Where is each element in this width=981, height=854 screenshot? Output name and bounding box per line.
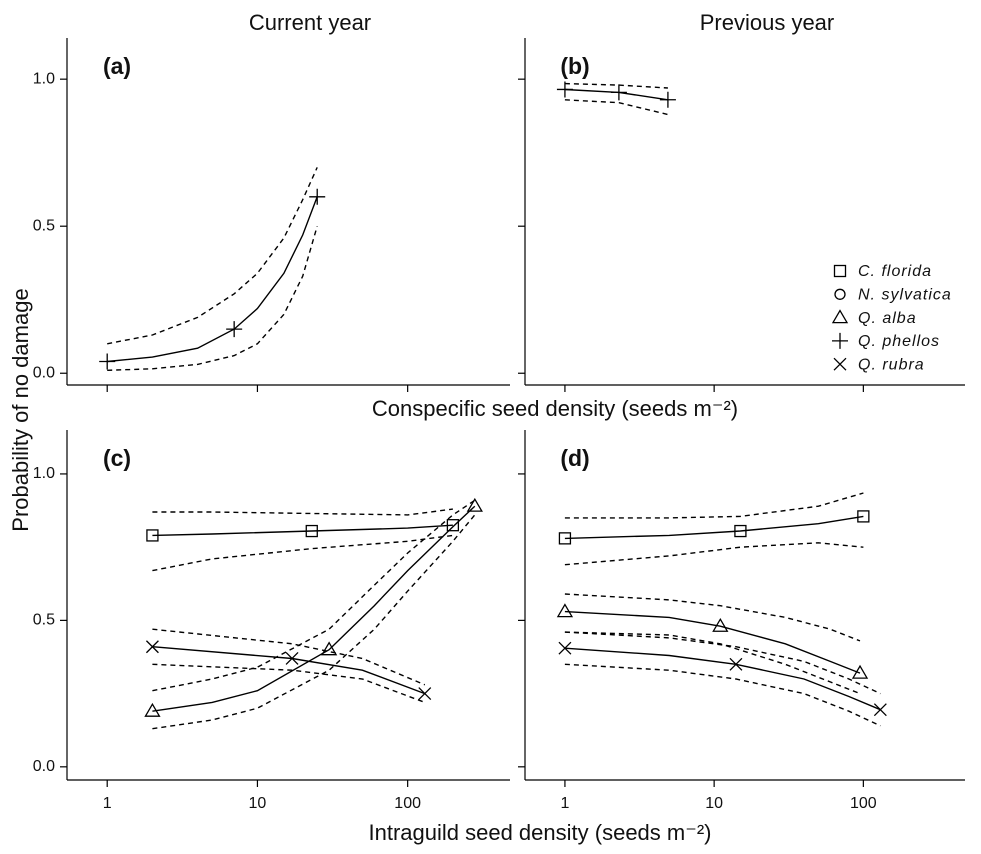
fit-line — [564, 88, 669, 101]
fit-line — [564, 515, 864, 540]
confidence-line — [564, 492, 864, 519]
legend-label: Q. rubra — [858, 356, 925, 373]
panel-label: (d) — [560, 445, 589, 471]
confidence-line — [564, 631, 861, 695]
confidence-line — [152, 508, 453, 516]
marker-square — [146, 529, 159, 542]
marker-triangle — [144, 702, 161, 717]
marker-cross — [558, 641, 572, 655]
x-tick-label: 10 — [249, 795, 267, 812]
marker-cross — [418, 687, 432, 701]
legend-label: N. sylvatica — [858, 287, 952, 304]
fit-line — [152, 505, 476, 712]
marker-triangle — [556, 603, 574, 618]
marker-square — [734, 524, 747, 538]
marker-plus — [99, 353, 116, 370]
column-title: Previous year — [700, 10, 835, 35]
y-tick-label: 1.0 — [33, 70, 55, 87]
confidence-line — [152, 663, 426, 704]
panel-label: (a) — [103, 53, 131, 79]
x-tick-label: 100 — [850, 795, 877, 812]
x-tick-label: 1 — [560, 795, 569, 812]
marker-square — [833, 264, 847, 278]
marker-triangle — [851, 664, 869, 679]
confidence-line — [564, 82, 668, 89]
confidence-line — [564, 99, 669, 116]
y-tick-label: 0.0 — [33, 758, 55, 775]
y-tick-label: 0.5 — [33, 612, 55, 629]
confidence-line — [564, 542, 864, 566]
marker-circle — [834, 288, 846, 300]
column-title: Current year — [249, 10, 371, 35]
fit-line — [564, 610, 861, 674]
y-tick-label: 0.0 — [33, 364, 55, 381]
marker-plus — [309, 188, 326, 205]
y-tick-label: 1.0 — [33, 465, 55, 482]
marker-cross — [285, 651, 299, 665]
legend-label: Q. phellos — [858, 333, 940, 350]
marker-triangle — [831, 309, 849, 324]
marker-square — [305, 524, 318, 538]
confidence-line — [152, 514, 476, 730]
marker-plus — [556, 81, 573, 98]
marker-square — [558, 532, 572, 545]
marker-square — [446, 519, 460, 532]
confidence-line — [152, 534, 453, 572]
marker-triangle — [712, 617, 729, 632]
x-axis-label: Conspecific seed density (seeds m⁻²) — [372, 396, 738, 421]
legend-label: C. florida — [858, 263, 932, 280]
y-axis-label: Probability of no damage — [8, 288, 33, 531]
panel-label: (b) — [560, 53, 589, 79]
panel-label: (c) — [103, 445, 131, 471]
y-tick-label: 0.5 — [33, 217, 55, 234]
marker-plus — [226, 321, 243, 338]
marker-plus — [659, 91, 676, 108]
marker-plus — [832, 332, 848, 349]
fit-line — [152, 646, 426, 695]
fit-line — [564, 647, 881, 711]
confidence-line — [564, 593, 861, 642]
x-axis-label: Intraguild seed density (seeds m⁻²) — [369, 820, 712, 845]
legend-label: Q. alba — [858, 310, 917, 327]
fit-line — [107, 196, 318, 363]
marker-cross — [145, 640, 159, 654]
fit-line — [152, 524, 453, 537]
marker-triangle — [466, 497, 483, 512]
confidence-line — [152, 628, 426, 686]
marker-square — [857, 510, 870, 523]
x-tick-label: 1 — [103, 795, 112, 812]
marker-triangle — [320, 641, 338, 656]
x-tick-label: 10 — [705, 795, 723, 812]
confidence-line — [107, 226, 318, 371]
marker-cross — [833, 357, 847, 371]
marker-cross — [729, 657, 743, 671]
confidence-line — [152, 499, 476, 692]
marker-cross — [873, 703, 887, 717]
confidence-line — [107, 167, 318, 345]
x-tick-label: 100 — [394, 795, 421, 812]
marker-plus — [610, 84, 627, 101]
